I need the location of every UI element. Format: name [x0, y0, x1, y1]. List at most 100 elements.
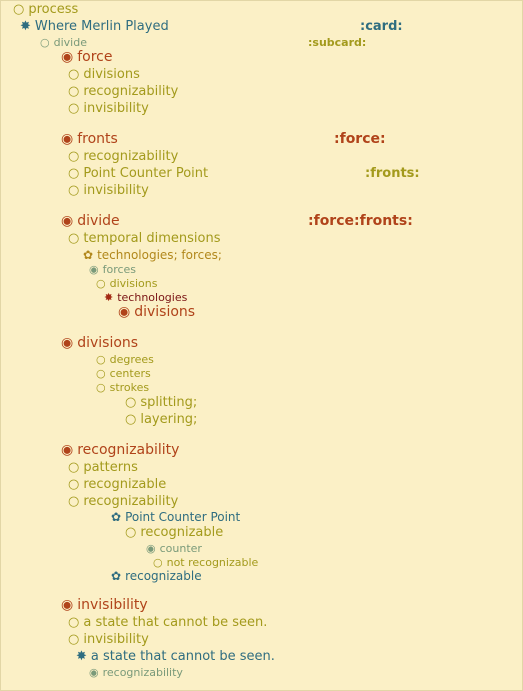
tree-item-patterns[interactable]: ○ patterns	[68, 461, 138, 474]
tree-item-label: recognizability	[83, 84, 179, 99]
tree-item-label: invisibility	[83, 632, 149, 647]
tree-item-invisibility[interactable]: ○ invisibility	[68, 633, 149, 646]
tree-item-label: splitting;	[140, 395, 198, 410]
open-circle-icon: ○	[68, 67, 80, 82]
tree-item-label: layering;	[140, 412, 198, 427]
tree-item-label: Where Merlin Played	[34, 19, 169, 34]
tree-item-label: centers	[109, 367, 151, 380]
tree-item-label: recognizability	[102, 666, 183, 679]
flower-icon: ✿	[111, 510, 122, 524]
tree-item-state-cannot-be-seen[interactable]: ✸ a state that cannot be seen.	[76, 650, 275, 663]
open-circle-icon: ○	[40, 36, 50, 49]
tree-item-divisions[interactable]: ○ divisions	[68, 68, 140, 81]
tree-item-recognizability[interactable]: ○ recognizability	[68, 150, 178, 163]
open-circle-icon: ○	[125, 395, 137, 410]
filled-circle-icon: ◉	[61, 442, 74, 458]
open-circle-icon: ○	[68, 632, 80, 647]
tree-item-forces[interactable]: ◉ forces	[89, 264, 136, 275]
tree-item-label: temporal dimensions	[83, 231, 221, 246]
tree-item-splitting[interactable]: ○ splitting;	[125, 396, 197, 409]
tag-card: :card:	[360, 19, 403, 34]
star-burst-icon: ✸	[76, 649, 87, 664]
open-circle-icon: ○	[68, 477, 80, 492]
tag-fronts: :fronts:	[365, 166, 420, 181]
tree-item-invisibility[interactable]: ◉ invisibility	[61, 598, 148, 612]
flower-icon: ✿	[111, 569, 122, 583]
filled-circle-icon: ◉	[61, 213, 74, 229]
tree-item-label: technologies; forces;	[97, 248, 222, 262]
tree-item-recognizability[interactable]: ◉ recognizability	[89, 667, 183, 678]
tree-item-label: process	[28, 2, 79, 17]
tree-item-label: recognizable	[83, 477, 167, 492]
tree-item-label: divide	[77, 213, 120, 229]
tag-subcard: :subcard:	[308, 36, 367, 49]
tree-item-label: not recognizable	[166, 556, 259, 569]
tree-item-point-counter-point[interactable]: ○ Point Counter Point	[68, 167, 208, 180]
star-burst-icon: ✸	[20, 19, 31, 34]
open-circle-icon: ○	[68, 460, 80, 475]
open-circle-icon: ○	[96, 353, 106, 366]
tree-item-label: a state that cannot be seen.	[90, 649, 275, 664]
tree-item-state-cannot-be-seen[interactable]: ○ a state that cannot be seen.	[68, 616, 267, 629]
tree-item-label: counter	[159, 542, 202, 555]
tree-item-counter[interactable]: ◉ counter	[146, 543, 202, 554]
tree-item-point-counter-point[interactable]: ✿ Point Counter Point	[111, 511, 240, 523]
tree-item-recognizable[interactable]: ○ recognizable	[68, 478, 166, 491]
tree-item-label: invisibility	[77, 597, 148, 613]
tree-item-recognizability[interactable]: ○ recognizability	[68, 495, 178, 508]
tree-item-layering[interactable]: ○ layering;	[125, 413, 197, 426]
tree-item-strokes[interactable]: ○ strokes	[96, 382, 149, 393]
tree-item-label: Point Counter Point	[83, 166, 209, 181]
tree-item-label: invisibility	[83, 101, 149, 116]
tree-item-technologies[interactable]: ✸ technologies	[104, 292, 187, 303]
open-circle-icon: ○	[68, 84, 80, 99]
tree-item-degrees[interactable]: ○ degrees	[96, 354, 154, 365]
tree-item-recognizability[interactable]: ○ recognizability	[68, 85, 178, 98]
tree-item-label: Point Counter Point	[125, 510, 241, 524]
tree-item-fronts[interactable]: ◉ fronts	[61, 132, 118, 146]
tree-item-divisions[interactable]: ○ divisions	[96, 278, 157, 289]
tree-item-label: fronts	[77, 131, 118, 147]
tree-item-label: strokes	[109, 381, 150, 394]
tree-item-not-recognizable[interactable]: ○ not recognizable	[153, 557, 258, 568]
tree-item-recognizable[interactable]: ✿ recognizable	[111, 570, 202, 582]
tree-item-recognizable[interactable]: ○ recognizable	[125, 526, 223, 539]
tree-item-label: divisions	[134, 304, 196, 320]
open-circle-icon: ○	[68, 231, 80, 246]
tree-item-label: recognizability	[83, 149, 179, 164]
tree-item-divisions[interactable]: ◉ divisions	[61, 336, 138, 350]
tree-item-label: recognizability	[77, 442, 180, 458]
open-circle-icon: ○	[68, 101, 80, 116]
open-circle-icon: ○	[153, 556, 163, 569]
tree-item-label: invisibility	[83, 183, 149, 198]
tree-item-divisions[interactable]: ◉ divisions	[118, 305, 195, 319]
tree-item-invisibility[interactable]: ○ invisibility	[68, 102, 149, 115]
filled-circle-icon: ◉	[61, 597, 74, 613]
tree-item-label: divisions	[109, 277, 158, 290]
tree-item-process[interactable]: ○ process	[13, 3, 78, 16]
open-circle-icon: ○	[96, 277, 106, 290]
tree-item-technologies-forces[interactable]: ✿ technologies; forces;	[83, 249, 222, 261]
open-circle-icon: ○	[68, 615, 80, 630]
open-circle-icon: ○	[68, 183, 80, 198]
tree-item-label: technologies	[117, 291, 188, 304]
tree-item-where-merlin-played[interactable]: ✸ Where Merlin Played	[20, 20, 169, 33]
tree-item-divide[interactable]: ◉ divide	[61, 214, 120, 228]
filled-circle-icon: ◉	[61, 49, 74, 65]
filled-circle-icon: ◉	[89, 263, 99, 276]
tree-item-recognizability[interactable]: ◉ recognizability	[61, 443, 179, 457]
tree-item-invisibility[interactable]: ○ invisibility	[68, 184, 149, 197]
open-circle-icon: ○	[13, 2, 25, 17]
tree-item-temporal-dimensions[interactable]: ○ temporal dimensions	[68, 232, 220, 245]
open-circle-icon: ○	[96, 367, 106, 380]
tree-item-divide[interactable]: ○ divide	[40, 37, 87, 48]
flower-icon: ✿	[83, 248, 94, 262]
tree-item-centers[interactable]: ○ centers	[96, 368, 151, 379]
open-circle-icon: ○	[68, 494, 80, 509]
open-circle-icon: ○	[68, 166, 80, 181]
open-circle-icon: ○	[96, 381, 106, 394]
filled-circle-icon: ◉	[61, 131, 74, 147]
tree-item-label: force	[77, 49, 113, 65]
tree-item-force[interactable]: ◉ force	[61, 50, 112, 64]
tag-force-fronts: :force:fronts:	[308, 213, 413, 229]
